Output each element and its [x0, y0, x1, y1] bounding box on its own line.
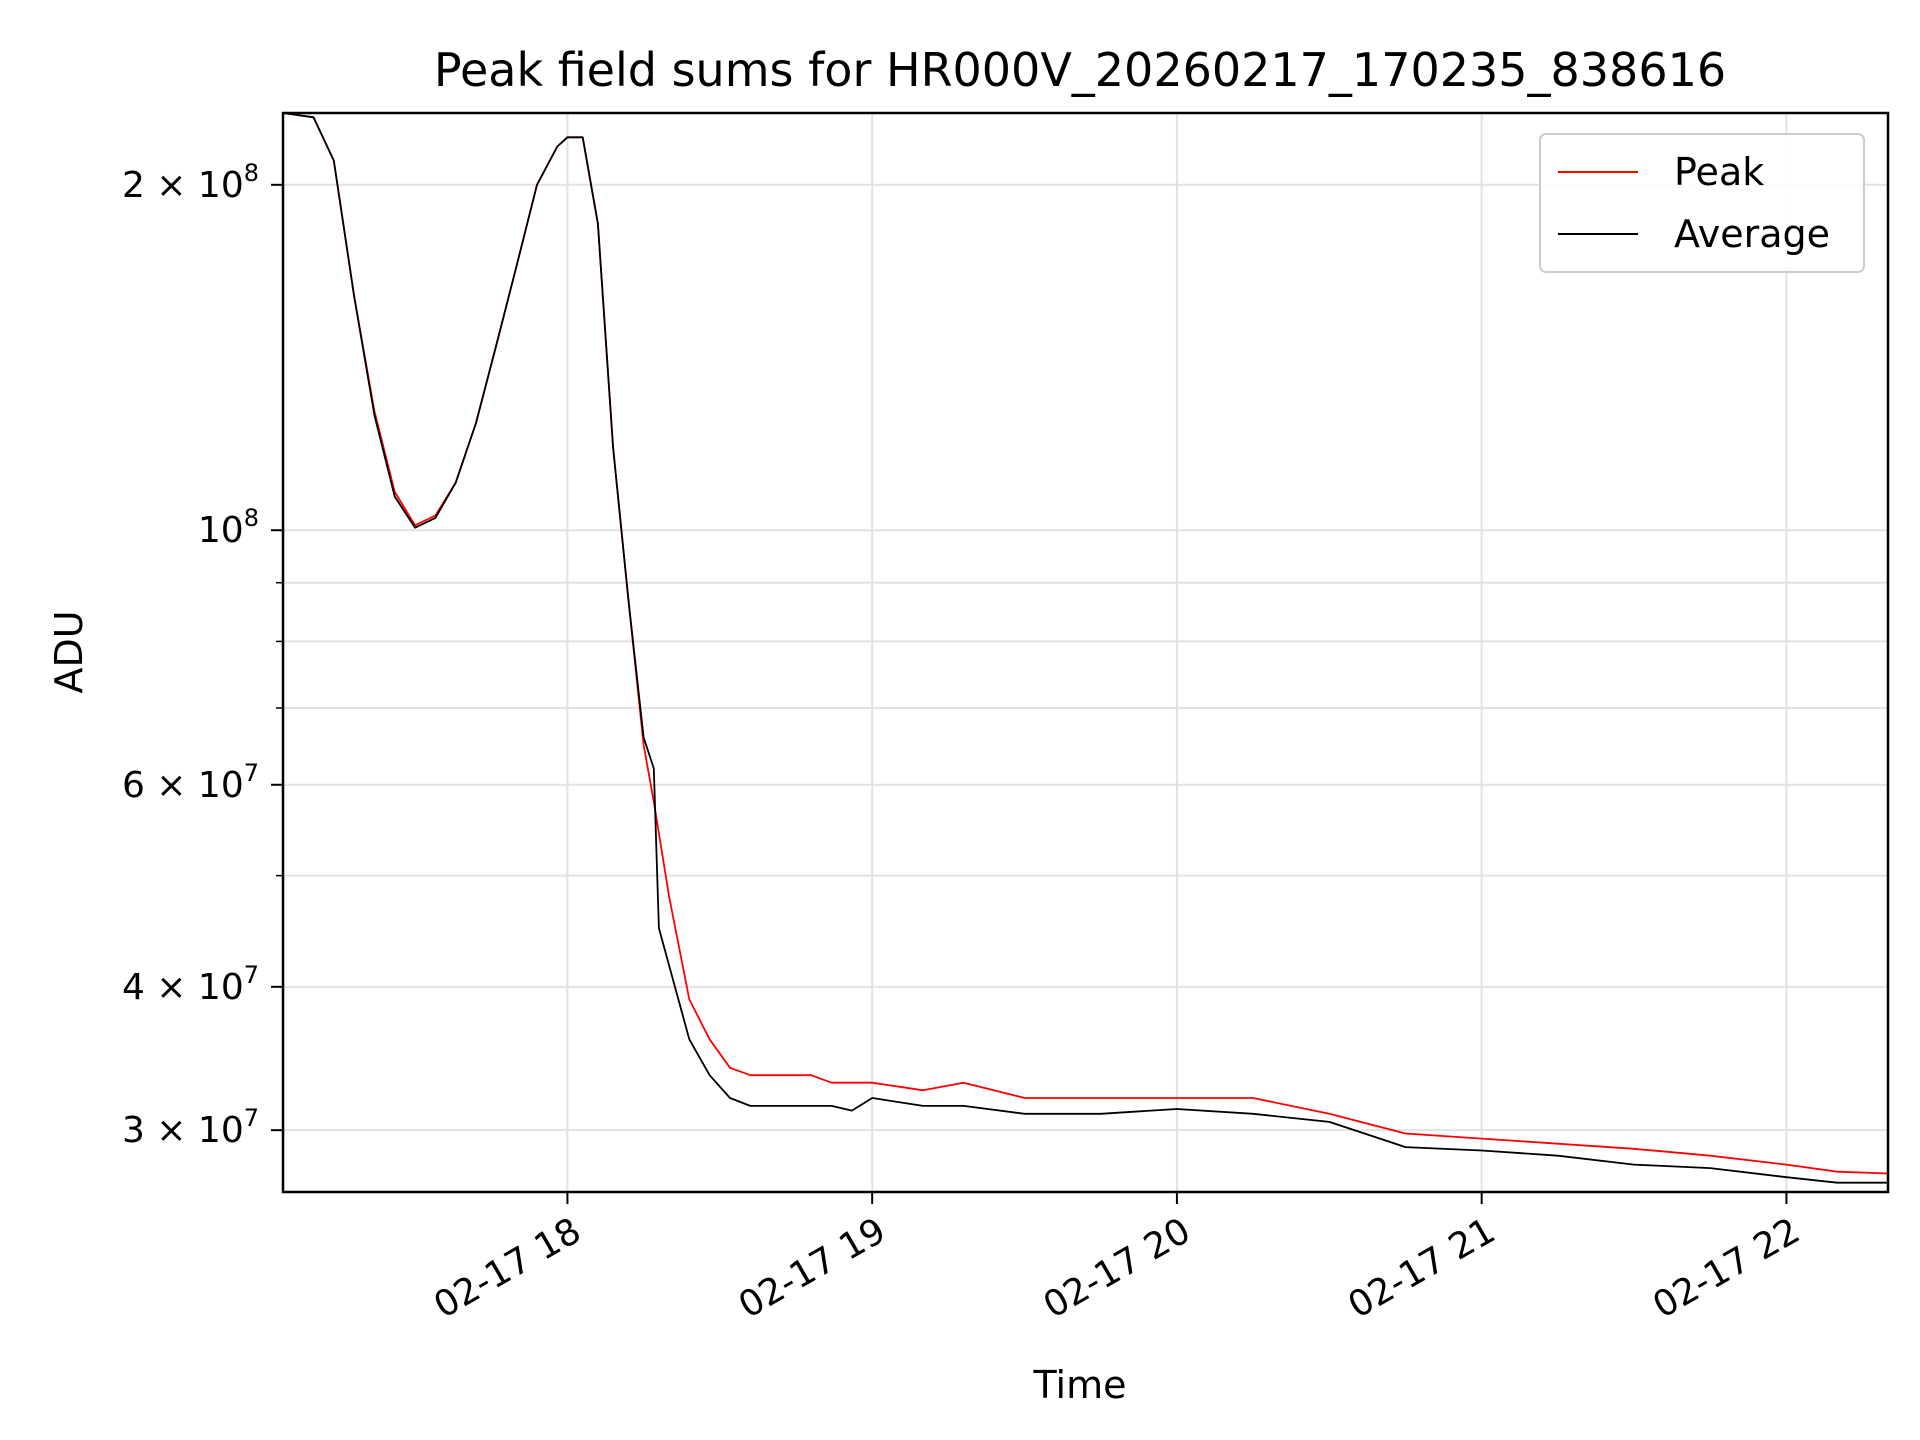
plot-frame [281, 111, 1890, 1194]
y-tick-label: 6 × 107 [122, 759, 259, 806]
legend: Peak Average [1539, 133, 1865, 273]
legend-label: Peak [1674, 150, 1764, 194]
y-tick-label: 3 × 107 [122, 1104, 259, 1151]
chart-title: Peak field sums for HR000V_20260217_1702… [434, 43, 1726, 97]
y-axis-label: ADU [47, 610, 91, 693]
grid-lines [283, 113, 1888, 1192]
x-axis-label: Time [1033, 1363, 1127, 1407]
y-tick-label: 108 [198, 504, 259, 551]
y-tick-label: 2 × 108 [122, 159, 259, 206]
series-line-average [283, 113, 1888, 1184]
legend-box [1539, 133, 1865, 273]
plot-area [283, 113, 1888, 1184]
y-tick-label: 4 × 107 [122, 961, 259, 1008]
legend-label: Average [1674, 212, 1830, 256]
